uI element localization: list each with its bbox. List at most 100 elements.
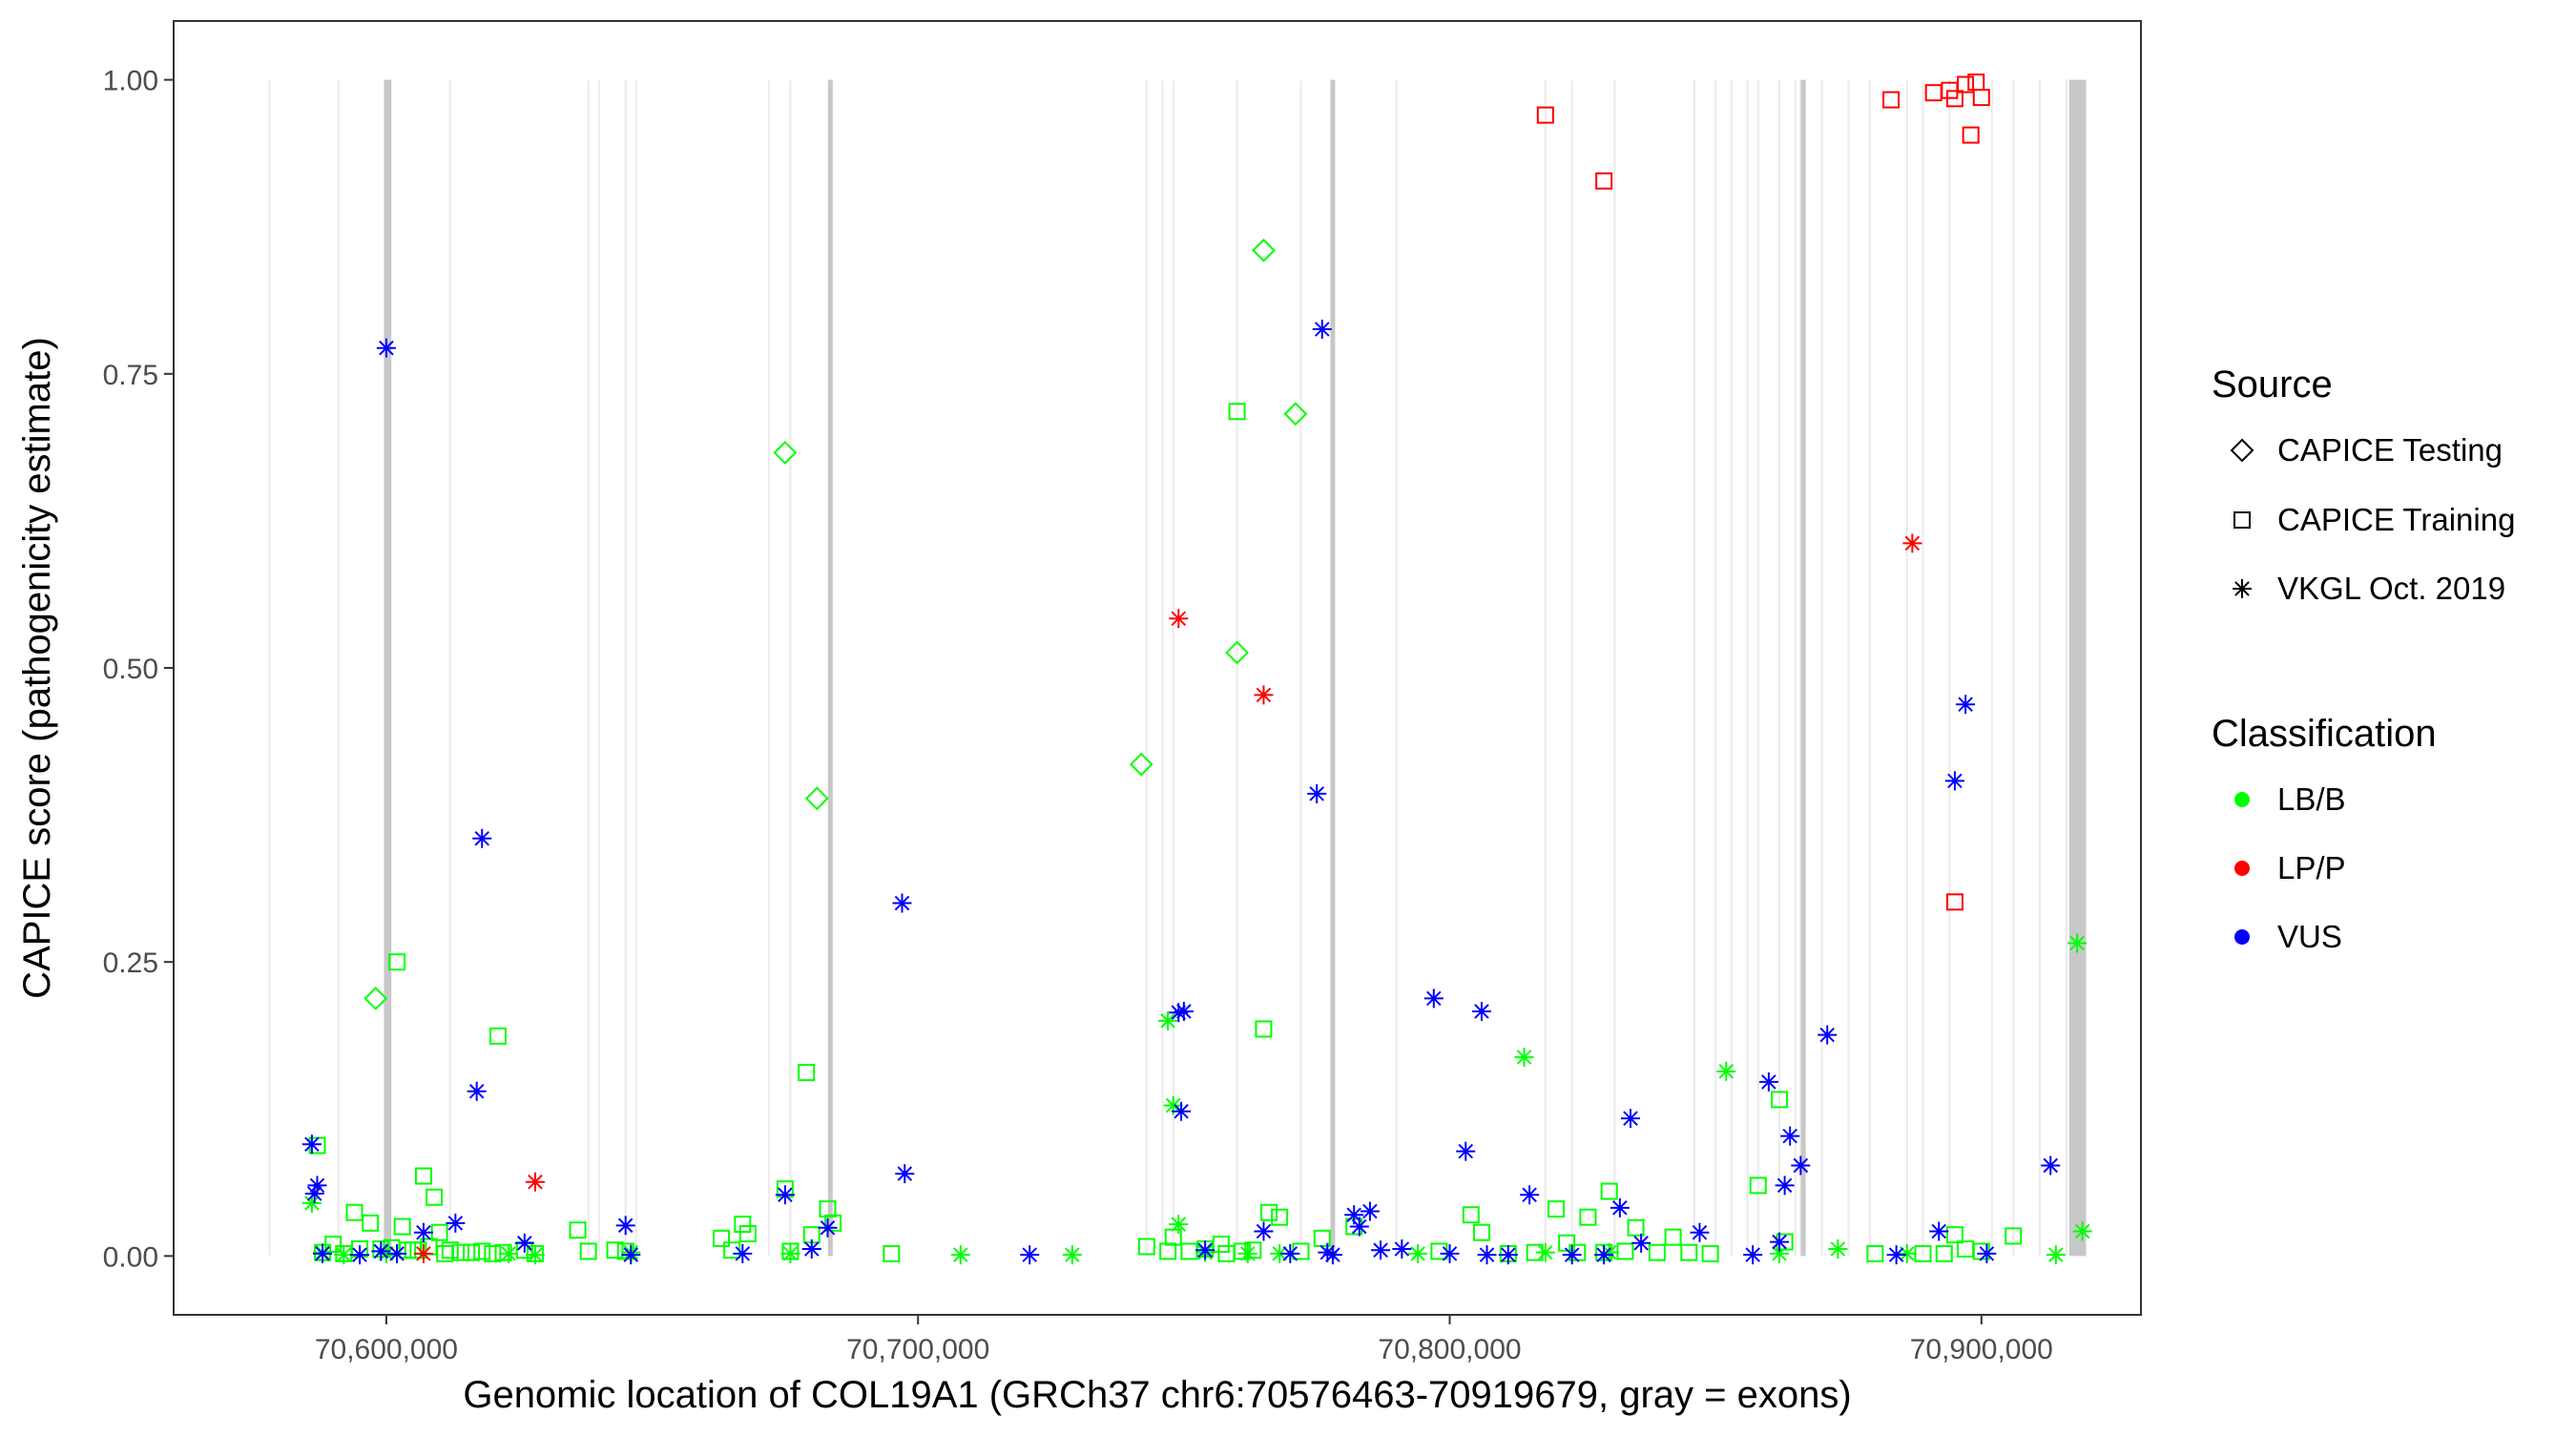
data-point [514,1233,534,1253]
data-point [334,1245,354,1265]
data-point [1600,1182,1618,1200]
data-point [1169,1215,1189,1235]
data-point [1440,1243,1460,1263]
data-point [1254,1221,1274,1241]
data-point [1392,1238,1412,1259]
data-point [1866,1244,1884,1262]
legend-class-key [2234,929,2250,945]
data-point [1254,685,1274,705]
data-point [1749,1176,1767,1195]
data-point [1062,1245,1082,1265]
axes: 0.00 0.25 0.50 0.75 1.00 70,600,000 70,700,000… [103,66,2053,1365]
data-point [1252,238,1276,262]
data-point [569,1221,587,1239]
data-point [818,1217,838,1238]
data-point [2067,933,2088,953]
data-points [301,73,2092,1265]
data-point [1137,1238,1155,1256]
data-point [1716,1061,1736,1081]
data-point [773,440,798,465]
data-point [1228,403,1246,421]
data-point [1271,1208,1289,1226]
y-tick-label: 1.00 [103,66,158,97]
data-point [1462,1206,1480,1224]
data-point [579,1242,597,1260]
data-point [1818,1025,1838,1045]
exon-block [2068,79,2087,1257]
data-point [1897,1243,1917,1263]
data-point [1158,1010,1178,1030]
data-point [1129,752,1153,777]
data-point [1929,1221,1949,1241]
data-point [1771,1091,1789,1109]
legend: Source Classification CAPICE Testing CAPI… [2212,364,2515,954]
x-tick-label: 70,600,000 [315,1334,458,1365]
data-point [1886,1245,1906,1265]
data-point [1770,1243,1790,1263]
data-point [1562,1245,1582,1265]
data-point [2041,1155,2061,1176]
legend-class-label: LP/P [2277,850,2346,885]
data-point [1758,1072,1778,1092]
data-point [472,828,492,848]
data-point [1169,609,1189,629]
legend-class-label: LB/B [2277,781,2346,817]
data-point [892,893,912,913]
data-point [350,1245,370,1265]
data-point [1360,1201,1380,1221]
data-point [819,1200,837,1218]
data-point [371,1241,391,1261]
data-point [1972,89,1990,107]
data-point [733,1243,753,1263]
y-tick-label: 0.50 [103,654,158,685]
data-point [615,1216,635,1236]
data-point [883,1244,901,1262]
legend-source-label: CAPICE Training [2277,502,2515,537]
data-point [1536,106,1554,124]
data-point [473,1242,491,1260]
data-point [1477,1245,1497,1265]
data-point [1283,402,1308,427]
data-point [1471,1001,1491,1021]
data-point [775,1185,795,1205]
data-point [1579,1208,1597,1226]
y-tick-label: 0.25 [103,947,158,979]
data-point [1307,783,1327,803]
data-point [1349,1217,1369,1237]
legend-classification-title: Classification [2212,713,2437,755]
data-point [1935,1244,1953,1262]
data-point [413,1222,433,1242]
data-point [606,1241,624,1259]
data-point [1610,1197,1630,1217]
data-point [713,1229,731,1247]
y-tick-label: 0.75 [103,360,158,391]
data-point [1212,1236,1230,1254]
x-tick-label: 70,900,000 [1910,1334,2053,1365]
data-point [387,1243,407,1263]
data-point [1780,1126,1800,1146]
data-point [1260,1203,1278,1221]
data-point [1456,1141,1476,1161]
data-point [734,1216,752,1234]
data-point [1514,1048,1534,1068]
data-point [1791,1155,1811,1176]
data-point [1775,1176,1795,1196]
data-point [488,1027,507,1045]
data-point [1956,695,1976,715]
data-point [376,338,396,358]
data-point [345,1203,364,1221]
data-point [304,1184,324,1204]
data-point [1594,1245,1614,1265]
data-point [388,953,406,971]
data-point [1648,1243,1666,1261]
legend-class-key [2234,792,2250,807]
data-point [2005,1227,2023,1245]
data-point [301,1134,322,1155]
data-point [467,1081,487,1101]
data-point [1828,1238,1848,1259]
data-point [1690,1222,1710,1242]
data-point [2072,1221,2092,1241]
data-point [393,1217,411,1236]
data-point [1423,989,1444,1009]
